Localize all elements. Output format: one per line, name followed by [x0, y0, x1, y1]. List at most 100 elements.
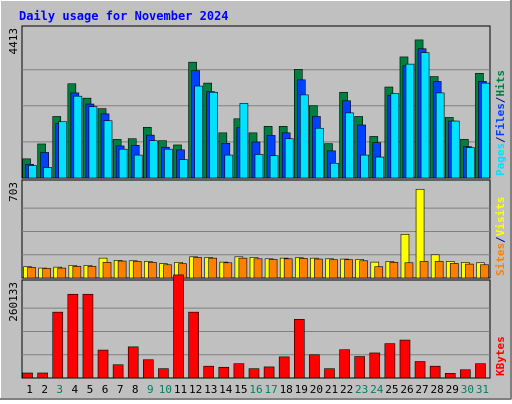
- legend-hits: Pages/Files/Hits: [494, 70, 507, 176]
- bar-kbytes-day-16: [248, 368, 260, 379]
- bar-sites-day-29: [449, 263, 459, 279]
- bar-kbytes-day-4: [67, 293, 79, 379]
- bar-pages-day-10: [164, 148, 173, 179]
- bar-sites-day-22: [344, 259, 353, 279]
- x-tick-label-day-13: 13: [204, 383, 217, 396]
- legend-kbytes: KBytes: [494, 336, 507, 376]
- panels-layer: [21, 25, 491, 379]
- bar-pages-day-21: [330, 162, 339, 179]
- bar-sites-day-30: [465, 263, 474, 279]
- bar-kbytes-day-25: [384, 343, 396, 379]
- bar-sites-day-14: [223, 262, 233, 279]
- bar-pages-day-18: [284, 138, 294, 179]
- bar-sites-day-8: [132, 261, 142, 279]
- bar-kbytes-day-27: [414, 361, 426, 379]
- bar-kbytes-day-21: [324, 368, 335, 379]
- x-tick-label-day-22: 22: [340, 383, 353, 396]
- x-tick-label-day-27: 27: [415, 383, 428, 396]
- legend-item-pages: Pages: [494, 143, 507, 176]
- bar-kbytes-day-18: [278, 356, 290, 379]
- bar-pages-day-15: [239, 103, 249, 179]
- bar-pages-day-23: [360, 154, 369, 179]
- bar-sites-day-26: [404, 262, 414, 279]
- bar-sites-day-15: [238, 257, 248, 279]
- bar-kbytes-day-5: [82, 293, 94, 379]
- x-tick-label-day-11: 11: [174, 383, 187, 396]
- labels-layer: 4413Pages/Files/Hits703Sites/Visits26013…: [7, 28, 507, 396]
- x-tick-label-day-28: 28: [431, 383, 444, 396]
- bar-sites-day-3: [57, 267, 67, 279]
- x-tick-label-day-16: 16: [249, 383, 262, 396]
- bar-kbytes-day-12: [188, 311, 199, 379]
- bar-kbytes-day-24: [369, 352, 381, 379]
- bar-pages-day-19: [299, 94, 309, 179]
- max-label-hits: 4413: [7, 28, 20, 55]
- bar-pages-day-27: [420, 52, 430, 179]
- bar-pages-day-30: [466, 147, 475, 179]
- bar-pages-day-17: [269, 155, 279, 179]
- bar-sites-day-9: [148, 262, 157, 279]
- x-tick-label-day-10: 10: [159, 383, 172, 396]
- x-tick-label-day-9: 9: [147, 383, 154, 396]
- x-tick-label-day-19: 19: [295, 383, 308, 396]
- bar-kbytes-day-14: [218, 366, 230, 379]
- max-label-visits: 703: [7, 182, 20, 202]
- bar-pages-day-6: [103, 120, 113, 179]
- bar-kbytes-day-22: [339, 349, 350, 379]
- bar-pages-day-28: [435, 92, 445, 179]
- bar-pages-day-20: [315, 127, 324, 179]
- bar-kbytes-day-17: [263, 366, 275, 379]
- legend-item-hits: Hits: [494, 70, 507, 97]
- bar-sites-day-1: [27, 267, 36, 279]
- bar-pages-day-25: [390, 93, 400, 179]
- bar-sites-day-7: [117, 260, 127, 279]
- bar-sites-day-27: [419, 261, 429, 279]
- bar-kbytes-day-13: [203, 365, 215, 379]
- bar-sites-day-28: [434, 261, 444, 279]
- x-tick-label-day-29: 29: [446, 383, 459, 396]
- bar-pages-day-31: [481, 82, 490, 179]
- bar-pages-day-11: [179, 159, 188, 179]
- bar-sites-day-5: [87, 266, 97, 279]
- bar-kbytes-day-20: [309, 354, 320, 379]
- bars-layer: [22, 39, 490, 379]
- x-tick-label-day-1: 1: [26, 383, 33, 396]
- legend-item-files: Files: [494, 103, 507, 136]
- bar-sites-day-19: [298, 258, 308, 279]
- x-tick-label-day-25: 25: [385, 383, 398, 396]
- bar-pages-day-29: [450, 120, 460, 179]
- bar-kbytes-day-29: [444, 373, 456, 379]
- bar-kbytes-day-2: [37, 372, 48, 379]
- bar-pages-day-22: [345, 112, 354, 179]
- legend-separator-hits-1: /: [494, 136, 507, 143]
- bar-sites-day-13: [208, 257, 218, 279]
- legend-item-kbytes: KBytes: [494, 336, 507, 376]
- x-tick-label-day-6: 6: [102, 383, 109, 396]
- bar-kbytes-day-1: [22, 372, 33, 379]
- max-label-kbytes: 260133: [7, 282, 20, 322]
- legend-item-sites: Sites: [494, 243, 507, 276]
- bar-pages-day-7: [118, 148, 128, 179]
- x-tick-label-day-18: 18: [280, 383, 293, 396]
- bar-kbytes-day-31: [475, 363, 486, 379]
- bar-pages-day-12: [194, 85, 203, 179]
- chart-title: Daily usage for November 2024: [19, 9, 229, 23]
- bar-pages-day-5: [88, 106, 98, 179]
- x-tick-label-day-21: 21: [325, 383, 338, 396]
- x-tick-label-day-14: 14: [219, 383, 233, 396]
- bar-sites-day-12: [193, 257, 202, 279]
- x-tick-label-day-4: 4: [72, 383, 79, 396]
- x-tick-label-day-2: 2: [41, 383, 48, 396]
- bar-sites-day-24: [374, 266, 384, 279]
- x-tick-label-day-15: 15: [234, 383, 247, 396]
- bar-pages-day-24: [375, 156, 385, 179]
- x-tick-label-day-31: 31: [476, 383, 489, 396]
- bar-sites-day-18: [283, 258, 293, 279]
- x-tick-label-day-23: 23: [355, 383, 368, 396]
- bar-pages-day-13: [209, 91, 219, 179]
- x-tick-label-day-3: 3: [56, 383, 63, 396]
- bar-sites-day-16: [253, 258, 263, 279]
- bar-kbytes-day-15: [233, 363, 245, 379]
